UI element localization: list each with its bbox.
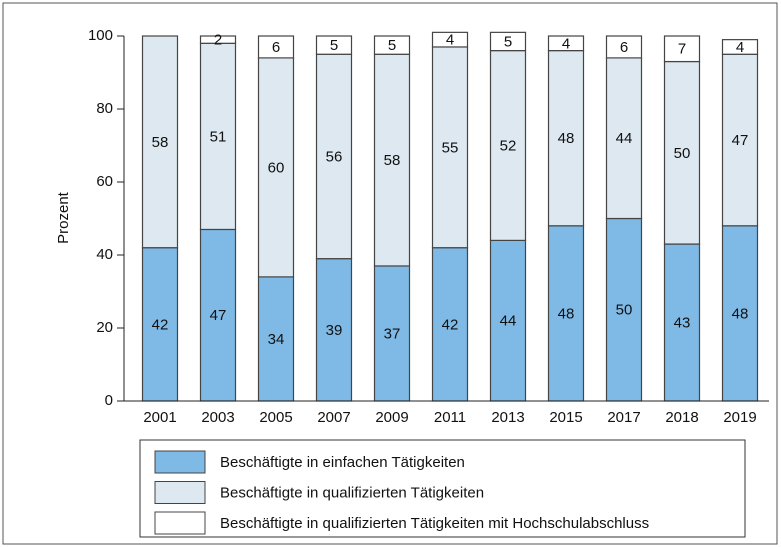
data-label: 55 <box>442 139 459 156</box>
x-tick-label: 2017 <box>607 409 640 426</box>
x-tick-label: 2001 <box>143 409 176 426</box>
bar-segment <box>489 31 527 52</box>
bar-segment <box>721 53 759 227</box>
legend-label: Beschäftigte in einfachen Tätigkeiten <box>220 454 465 471</box>
data-label: 42 <box>442 316 459 333</box>
data-label: 37 <box>384 325 401 342</box>
data-label: 51 <box>210 128 227 145</box>
y-tick-label: 80 <box>96 100 113 117</box>
data-label: 6 <box>620 39 628 56</box>
x-tick-label: 2003 <box>201 409 234 426</box>
bar-segment <box>489 49 527 242</box>
x-tick-label: 2013 <box>491 409 524 426</box>
bar-segment <box>547 49 585 227</box>
bar-segment <box>257 276 295 402</box>
bar-segment <box>373 35 411 55</box>
data-label: 50 <box>674 145 691 162</box>
data-label: 42 <box>152 316 169 333</box>
legend-label: Beschäftigte in qualifizierten Tätigkeit… <box>220 515 649 532</box>
y-tick-label: 60 <box>96 173 113 190</box>
bar-segment <box>315 35 353 55</box>
bar-segment <box>489 239 527 402</box>
bar-segment <box>431 46 469 249</box>
data-label: 39 <box>326 322 343 339</box>
bar-segment <box>373 53 411 267</box>
data-label: 4 <box>562 35 570 52</box>
bar-segment <box>141 35 179 249</box>
data-label: 58 <box>384 152 401 169</box>
data-label: 52 <box>500 137 517 154</box>
data-label: 43 <box>674 314 691 331</box>
x-tick-label: 2015 <box>549 409 582 426</box>
bar-segment <box>605 35 643 59</box>
y-tick-label: 40 <box>96 246 113 263</box>
data-label: 7 <box>678 41 686 58</box>
data-label: 60 <box>268 159 285 176</box>
y-tick-label: 20 <box>96 319 113 336</box>
data-label: 48 <box>558 305 575 322</box>
legend-swatch <box>154 481 206 504</box>
data-label: 58 <box>152 134 169 151</box>
data-label: 47 <box>732 132 749 149</box>
data-label: 6 <box>272 39 280 56</box>
data-label: 44 <box>500 313 517 330</box>
bar-segment <box>547 225 585 402</box>
x-tick-label: 2011 <box>434 409 466 426</box>
bar-segment <box>663 243 701 402</box>
legend <box>139 439 746 538</box>
bar-segment <box>431 247 469 402</box>
bar-segment <box>257 35 295 59</box>
legend-swatch <box>154 450 206 474</box>
bar-segment <box>315 258 353 402</box>
data-label: 48 <box>558 130 575 147</box>
bar-segment <box>199 35 237 44</box>
data-label: 47 <box>210 307 227 324</box>
data-label: 5 <box>388 37 396 54</box>
data-label: 2 <box>214 32 222 49</box>
x-tick-label: 2019 <box>723 409 756 426</box>
y-tick-label: 100 <box>88 27 113 44</box>
data-label: 4 <box>446 32 454 49</box>
bar-segment <box>663 60 701 245</box>
bar-segment <box>547 35 585 52</box>
x-tick-label: 2009 <box>375 409 408 426</box>
data-label: 5 <box>504 33 512 50</box>
data-label: 5 <box>330 37 338 54</box>
bar-segment <box>663 35 701 63</box>
bar-segment <box>431 31 469 48</box>
bar-segment <box>373 265 411 402</box>
data-label: 4 <box>736 39 744 56</box>
data-label: 44 <box>616 130 633 147</box>
y-axis-label: Prozent <box>55 191 72 244</box>
y-tick-label: 0 <box>105 392 113 409</box>
data-label: 50 <box>616 302 633 319</box>
x-tick-label: 2005 <box>259 409 292 426</box>
bar-segment <box>199 42 237 231</box>
data-label: 34 <box>268 331 285 348</box>
x-tick-label: 2018 <box>665 409 698 426</box>
data-label: 48 <box>732 305 749 322</box>
legend-swatch <box>154 511 206 535</box>
bar-segment <box>141 247 179 402</box>
legend-label: Beschäftigte in qualifizierten Tätigkeit… <box>220 484 484 501</box>
bar-segment <box>721 39 759 55</box>
x-tick-label: 2007 <box>317 409 350 426</box>
data-label: 56 <box>326 148 343 165</box>
